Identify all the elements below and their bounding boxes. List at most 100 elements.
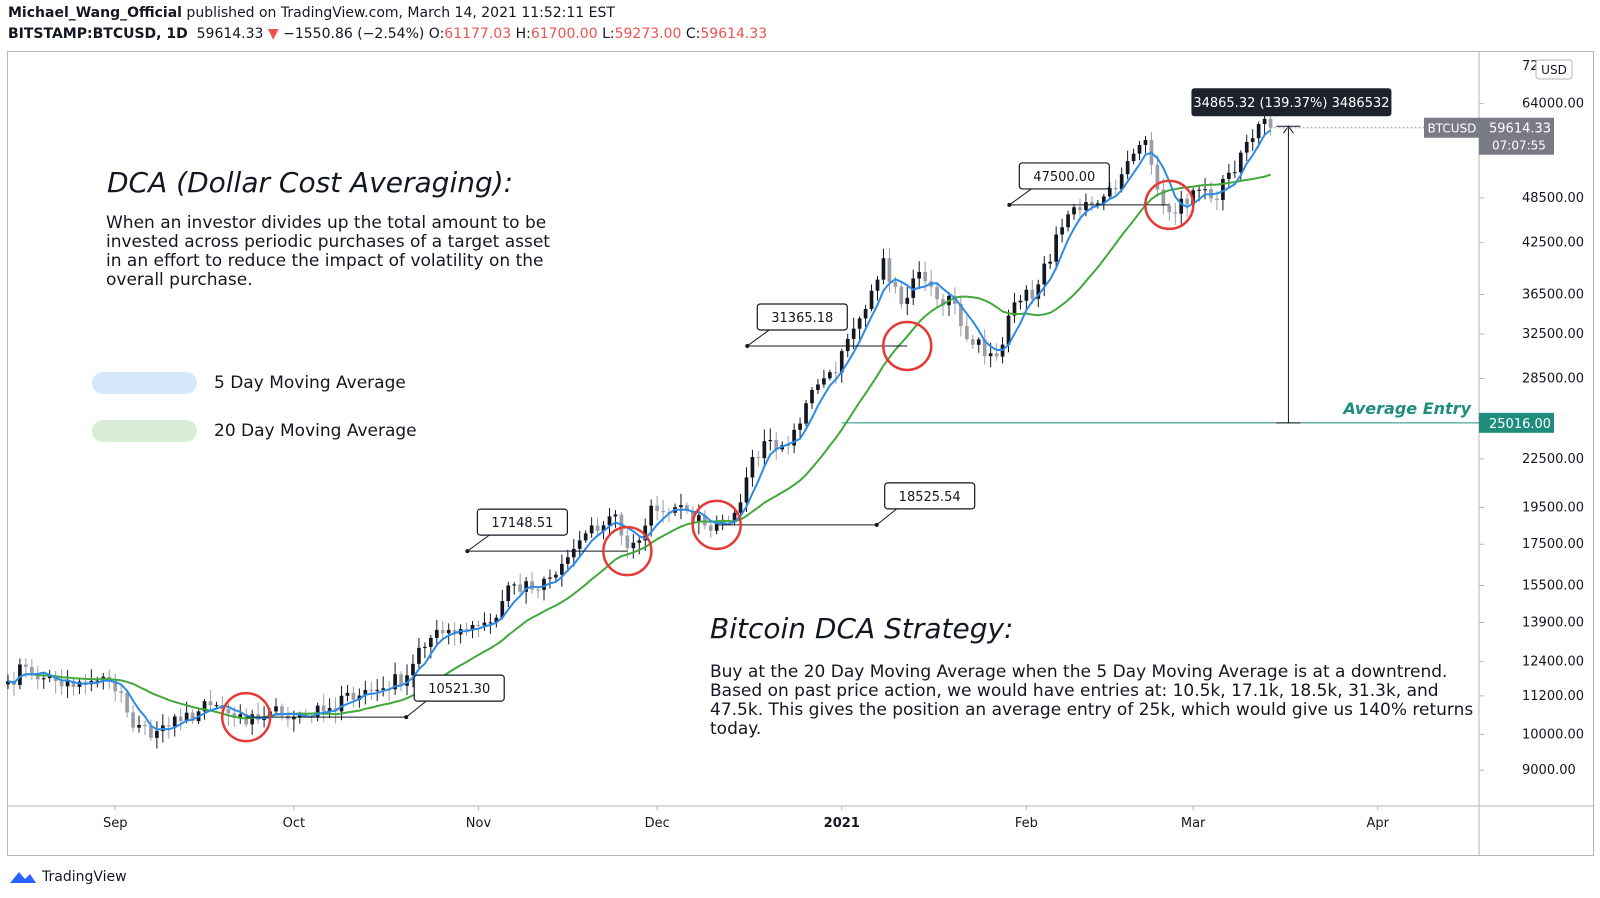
time-tick-label: Apr xyxy=(1367,816,1390,831)
candle-body xyxy=(536,589,540,591)
candle-body xyxy=(970,339,975,345)
entry-callout: 18525.54 xyxy=(691,482,976,551)
candle-body xyxy=(232,713,237,718)
candle-body xyxy=(953,295,957,304)
candle-body xyxy=(869,290,874,309)
candle-body xyxy=(1179,198,1184,214)
currency-button-label: USD xyxy=(1541,63,1567,77)
entry-highlight-circle xyxy=(602,525,653,577)
candle-body xyxy=(178,716,183,722)
candle-body xyxy=(637,540,642,543)
candle-body xyxy=(345,692,350,696)
time-tick-label: Nov xyxy=(466,816,492,831)
measure-arrow xyxy=(1283,125,1294,134)
price-tick-label: 28500.00 xyxy=(1522,372,1584,387)
price-tick-label: 11200.00 xyxy=(1522,689,1584,704)
symbol-label[interactable]: BITSTAMP:BTCUSD, 1D xyxy=(8,26,188,42)
candle-body xyxy=(738,502,743,513)
legend-ma5-swatch xyxy=(92,372,197,394)
dca-title: DCA (Dollar Cost Averaging): xyxy=(107,166,514,199)
candle-body xyxy=(125,692,129,713)
candle-body xyxy=(1250,138,1255,142)
candle-body xyxy=(839,351,844,373)
candle-body xyxy=(226,709,231,714)
published-text: published on TradingView.com, March 14, … xyxy=(181,5,615,21)
candle-body xyxy=(24,664,28,667)
entry-callout: 10521.30 xyxy=(220,674,505,743)
entry-callout: 17148.51 xyxy=(465,508,653,577)
candle-body xyxy=(1137,144,1142,154)
candle-body xyxy=(113,681,118,692)
candle-body xyxy=(280,706,284,716)
candle-body xyxy=(655,505,659,511)
candle-body xyxy=(518,584,523,592)
low-value: 59273.00 xyxy=(614,26,682,42)
candle-body xyxy=(1161,189,1166,206)
time-tick-label: Oct xyxy=(283,816,305,831)
candle-body xyxy=(375,689,380,691)
last-price: 59614.33 xyxy=(196,26,264,42)
candle-body xyxy=(411,663,415,676)
candle-body xyxy=(357,695,362,700)
candle-body xyxy=(554,574,558,578)
candle-body xyxy=(1131,153,1136,162)
author-name[interactable]: Michael_Wang_Official xyxy=(8,5,182,21)
low-label: L: xyxy=(602,26,615,42)
price-tick-label: 12400.00 xyxy=(1522,654,1584,669)
entry-callout-label: 17148.51 xyxy=(491,516,553,531)
entry-highlight-circle xyxy=(882,320,933,372)
candle-body xyxy=(47,676,52,679)
candle-body xyxy=(714,523,719,531)
candle-body xyxy=(1244,141,1249,153)
candle-body xyxy=(792,429,796,446)
candle-body xyxy=(464,629,469,631)
candle-body xyxy=(1036,284,1041,299)
candle-body xyxy=(405,675,409,686)
candle-body xyxy=(1238,152,1243,173)
tradingview-logo-icon xyxy=(10,872,36,883)
candle-body xyxy=(470,624,475,630)
candle-body xyxy=(208,701,213,706)
candle-body xyxy=(863,308,868,319)
currency-button[interactable]: USD xyxy=(1535,59,1573,80)
candle-body xyxy=(274,706,278,712)
candle-body xyxy=(6,681,10,685)
candle-body xyxy=(1227,172,1231,179)
candle-body xyxy=(923,271,927,282)
candle-body xyxy=(190,712,195,722)
candle-body xyxy=(428,637,433,647)
candle-body xyxy=(250,714,255,725)
entry-callout-box xyxy=(756,303,848,331)
candle-body xyxy=(1101,196,1106,204)
candle-body xyxy=(613,514,618,517)
down-arrow-icon: ▼ xyxy=(267,26,279,42)
dca-description: When an investor divides up the total am… xyxy=(106,213,550,290)
candle-body xyxy=(1018,300,1023,303)
last-price-tag-label: 59614.33 xyxy=(1489,122,1551,137)
candle-body xyxy=(1024,289,1029,301)
candle-body xyxy=(292,717,296,720)
candle-body xyxy=(661,510,665,513)
entry-callout-box xyxy=(1018,162,1110,190)
entry-highlight-circle xyxy=(1144,179,1195,231)
candle-body xyxy=(804,403,808,424)
tradingview-footer[interactable]: TradingView xyxy=(8,868,127,886)
candle-body xyxy=(393,674,397,690)
candle-body xyxy=(1221,178,1225,200)
symbol-tag xyxy=(1424,117,1480,138)
candle-body xyxy=(321,705,326,712)
candle-body xyxy=(583,533,588,541)
candle-body xyxy=(1006,315,1011,345)
footer-brand: TradingView xyxy=(42,869,127,885)
price-tick-label: 19500.00 xyxy=(1522,500,1584,515)
price-tick-label: 17500.00 xyxy=(1522,537,1584,552)
candle-body xyxy=(1012,302,1017,316)
candle-body xyxy=(905,297,910,304)
price-tick-label: 13900.00 xyxy=(1522,615,1584,630)
candle-body xyxy=(857,318,862,329)
price-tick-label: 36500.00 xyxy=(1522,287,1584,302)
candle-body xyxy=(732,512,737,523)
entry-callout-label: 47500.00 xyxy=(1033,170,1095,185)
ma5-line xyxy=(7,129,1272,731)
